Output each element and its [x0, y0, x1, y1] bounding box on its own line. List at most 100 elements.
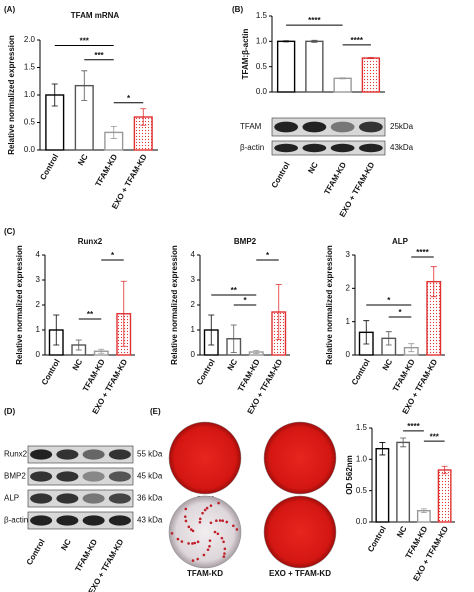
blot-strip	[271, 140, 386, 156]
significance-label: *	[398, 308, 402, 317]
y-tick-label: 3	[36, 275, 41, 284]
panel-label: (C)	[4, 227, 15, 236]
chart-title: ALP	[392, 237, 409, 246]
stain-spot	[218, 519, 222, 522]
y-axis-label: TFAM:β-actin	[241, 29, 250, 80]
stain-spot	[206, 548, 210, 552]
plate-label: EXO + TFAM-KD	[269, 569, 331, 578]
y-tick-label: 1.5	[356, 423, 368, 432]
blot-band	[330, 121, 355, 133]
x-tick-label: Control	[270, 161, 292, 190]
significance-label: ****	[416, 248, 429, 257]
blot-band	[56, 493, 79, 504]
significance-label: ***	[94, 51, 104, 60]
y-tick-label: 1.0	[256, 36, 268, 45]
panel-label: (D)	[4, 407, 15, 416]
significance-label: **	[87, 310, 94, 319]
stain-spot	[189, 528, 193, 531]
y-tick-label: 1.5	[24, 63, 36, 72]
y-tick-label: 2.0	[24, 35, 36, 44]
blot-band	[274, 143, 298, 153]
blot-band	[82, 449, 105, 460]
y-tick-label: 3	[191, 275, 196, 284]
error-bar	[385, 331, 392, 346]
error-bar	[140, 108, 147, 126]
stain-spot	[208, 545, 211, 548]
panel-label: (A)	[4, 5, 15, 14]
error-bar	[363, 320, 370, 345]
blot-label: TFAM	[240, 122, 262, 131]
stain-spot	[191, 529, 195, 533]
y-tick-label: 2	[36, 300, 41, 309]
stain-spot	[184, 519, 188, 523]
stain-spot	[191, 559, 195, 562]
error-bar	[110, 125, 117, 139]
bar	[305, 40, 324, 93]
stain-spot	[201, 511, 204, 515]
x-tick-label: NC	[226, 357, 240, 372]
bar	[361, 57, 381, 93]
y-tick-label: 0.0	[356, 517, 368, 526]
blot-label: Runx2	[4, 450, 28, 459]
bar	[276, 40, 296, 93]
blot-band	[30, 449, 53, 460]
y-tick-label: 1	[191, 325, 196, 334]
stain-spot	[222, 540, 225, 544]
stain-spot	[222, 555, 226, 558]
plate	[168, 495, 242, 569]
blot-band	[302, 121, 327, 133]
error-bar	[98, 348, 105, 354]
blot-strip	[27, 445, 134, 464]
bar	[396, 441, 411, 523]
error-bar	[81, 70, 88, 101]
significance-label: ***	[80, 37, 90, 46]
stain-spot	[209, 504, 213, 507]
y-axis-label: Relative normalized expression	[7, 35, 16, 155]
x-tick-label: TFAM-KD	[73, 537, 99, 573]
y-tick-label: 0.0	[256, 87, 268, 96]
stain-spot	[184, 507, 188, 511]
stain-spot	[220, 536, 224, 540]
y-tick-label: 1	[346, 317, 351, 326]
blot-label: BMP2	[4, 472, 26, 481]
x-tick-label: NC	[76, 152, 90, 167]
x-tick-label: Control	[38, 153, 60, 182]
error-bar	[53, 314, 60, 346]
x-tick-label: TFAM-KD	[322, 160, 348, 196]
y-axis-label: Relative normalized expression	[15, 245, 24, 365]
stain-spot	[215, 519, 218, 523]
significance-label: *	[387, 296, 391, 305]
stain-spot	[235, 528, 239, 531]
y-tick-label: 4	[191, 250, 196, 259]
stain-spot	[198, 520, 202, 524]
significance-label: ****	[351, 36, 364, 45]
stain-spot	[203, 508, 207, 512]
stain-spot	[183, 515, 187, 518]
blot-band	[82, 515, 105, 526]
y-tick-label: 0	[36, 350, 41, 359]
blot-size: 45 kDa	[137, 472, 163, 481]
error-bar	[441, 465, 448, 475]
blot-band	[30, 493, 53, 504]
significance-label: ***	[430, 432, 440, 441]
blot-band	[30, 471, 53, 482]
x-tick-label: Control	[40, 358, 62, 387]
stain-spot	[187, 542, 190, 545]
bar	[333, 77, 352, 93]
stain-spot	[217, 501, 220, 505]
blot-size: 43 kDa	[137, 516, 163, 525]
y-tick-label: 1.5	[256, 11, 268, 20]
blot-strip	[271, 117, 386, 137]
significance-label: **	[231, 286, 238, 295]
blot-size: 25kDa	[390, 122, 414, 131]
error-bar	[339, 77, 346, 80]
blot-band	[82, 471, 105, 482]
plate	[263, 495, 337, 569]
y-tick-label: 1	[36, 325, 41, 334]
blot-label: β-actin	[240, 143, 264, 152]
y-tick-label: 1.0	[24, 90, 36, 99]
error-bar	[367, 57, 374, 59]
blot-band	[56, 471, 79, 482]
y-axis-label: Relative normalized expression	[170, 245, 179, 365]
